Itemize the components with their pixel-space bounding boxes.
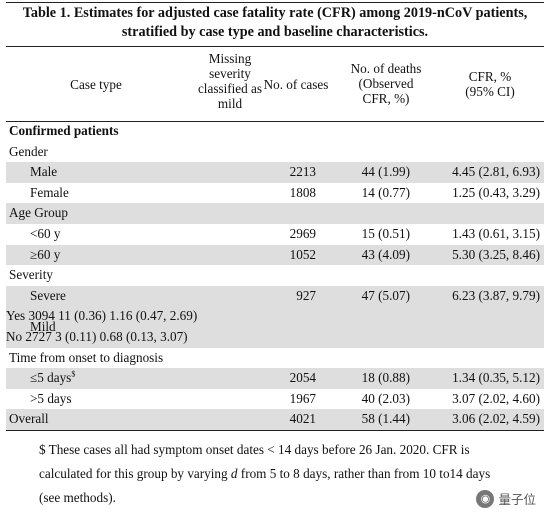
watermark: ◉ 量子位 [476, 489, 536, 508]
header-cfr: CFR, % (95% CI) [465, 69, 515, 99]
table-row: >5 days 1967 40 (2.03) 3.07 (2.02, 4.60) [30, 390, 540, 406]
header-rule [6, 121, 544, 122]
footnote: $ These cases all had symptom onset date… [39, 438, 544, 510]
title-line-2: stratified by case type and baseline cha… [121, 24, 429, 40]
mild-label: Mild [30, 319, 56, 335]
footnote-line-3: (see methods). [39, 490, 116, 505]
table-row: No 2727 3 (0.11) 0.68 (0.13, 3.07) [6, 328, 188, 344]
table-row: Female 1808 14 (0.77) 1.25 (0.43, 3.29) [30, 184, 540, 200]
table-row-overall: Overall 4021 58 (1.44) 3.06 (2.02, 4.59) [6, 409, 544, 430]
section-confirmed: Confirmed patients [9, 123, 119, 138]
table-header: Case type Missing severity classified as… [6, 47, 544, 121]
table-row: <60 y 2969 15 (0.51) 1.43 (0.61, 3.15) [30, 225, 540, 241]
bottom-rule [6, 429, 544, 431]
header-case-type: Case type [70, 77, 122, 92]
title-line-1: Table 1. Estimates for adjusted case fat… [22, 5, 528, 21]
footnote-line-2: calculated for this group by varying d f… [39, 466, 491, 481]
table-row: Yes 3094 11 (0.36) 1.16 (0.47, 2.69) [6, 308, 198, 324]
header-deaths: No. of deaths (Observed CFR, %) [350, 61, 422, 106]
mild-group: Mild Yes 3094 11 (0.36) 1.16 (0.47, 2.69… [6, 306, 544, 348]
section-time-onset: Time from onset to diagnosis [9, 349, 164, 365]
section-age-group: Age Group [6, 203, 544, 224]
header-cases: No. of cases [263, 77, 329, 92]
title-rule [6, 46, 544, 47]
cfr-table: Case type Missing severity classified as… [6, 47, 544, 431]
table-row: Severe 927 47 (5.07) 6.23 (3.87, 9.79) [6, 285, 544, 307]
table-row: Male 2213 44 (1.99) 4.45 (2.81, 6.93) [6, 162, 544, 183]
section-severity: Severity [9, 267, 53, 283]
table-title: Table 1. Estimates for adjusted case fat… [6, 4, 544, 42]
watermark-text: 量子位 [498, 492, 536, 507]
watermark-logo-icon: ◉ [476, 489, 495, 508]
footnote-line-1: $ These cases all had symptom onset date… [39, 442, 470, 457]
table-row: ≥60 y 1052 43 (4.09) 5.30 (3.25, 8.46) [6, 244, 544, 266]
top-rule [6, 2, 544, 3]
table-row: ≤5 days$ 2054 18 (0.88) 1.34 (0.35, 5.12… [6, 368, 544, 389]
section-gender: Gender [9, 143, 48, 159]
header-missing-severity: Missing severity classified as mild [197, 51, 263, 111]
